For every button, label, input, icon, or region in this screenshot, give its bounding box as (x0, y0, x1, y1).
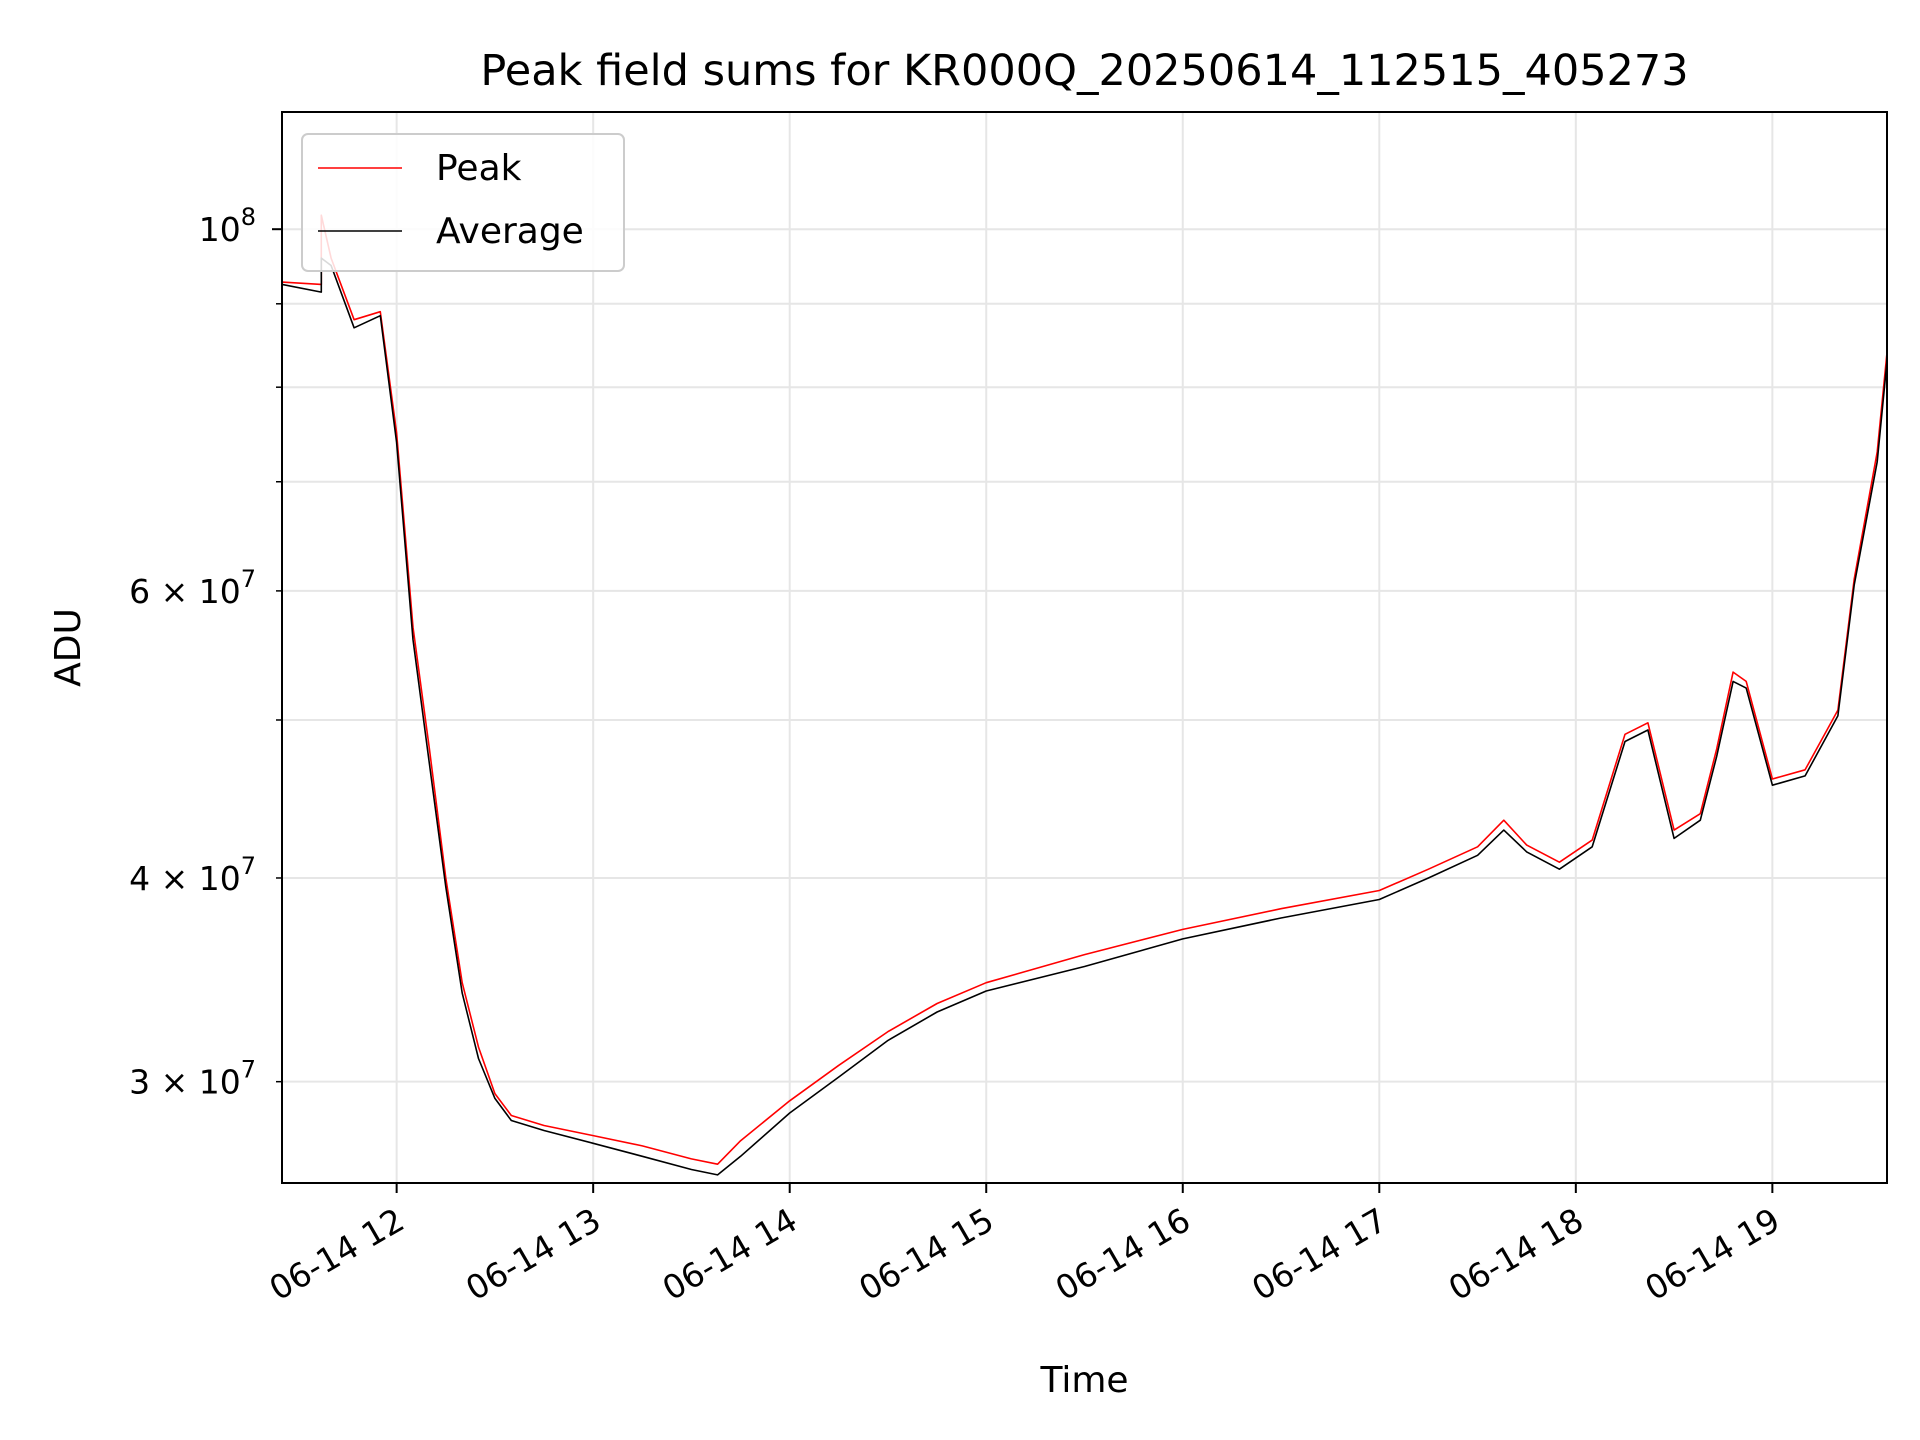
y-tick-label-exponent: 8 (241, 203, 256, 231)
y-tick-label: 108 (199, 203, 256, 249)
y-tick-label-base: 10 (199, 210, 241, 249)
x-axis-title: Time (1039, 1360, 1128, 1401)
plot-frame (281, 111, 1888, 1184)
legend: Peak Average (301, 133, 625, 272)
y-tick-label-exponent: 7 (241, 565, 256, 593)
series-line-average (282, 257, 1887, 1176)
chart-title: Peak field sums for KR000Q_20250614_1125… (480, 46, 1688, 96)
y-tick-label: 4 × 107 (129, 852, 256, 898)
y-tick-label-base: 6 × 10 (129, 572, 241, 611)
y-axis-title: ADU (48, 608, 89, 687)
y-tick-label-exponent: 7 (241, 852, 256, 880)
series-layer (282, 214, 1887, 1176)
y-tick-label-exponent: 7 (241, 1056, 256, 1084)
legend-label-average: Average (436, 211, 584, 252)
y-tick-label: 3 × 107 (129, 1056, 256, 1102)
y-tick-label: 6 × 107 (129, 565, 256, 611)
y-tick-label-base: 4 × 10 (129, 859, 241, 898)
legend-label-peak: Peak (436, 148, 522, 189)
y-tick-label-base: 3 × 10 (129, 1063, 241, 1102)
